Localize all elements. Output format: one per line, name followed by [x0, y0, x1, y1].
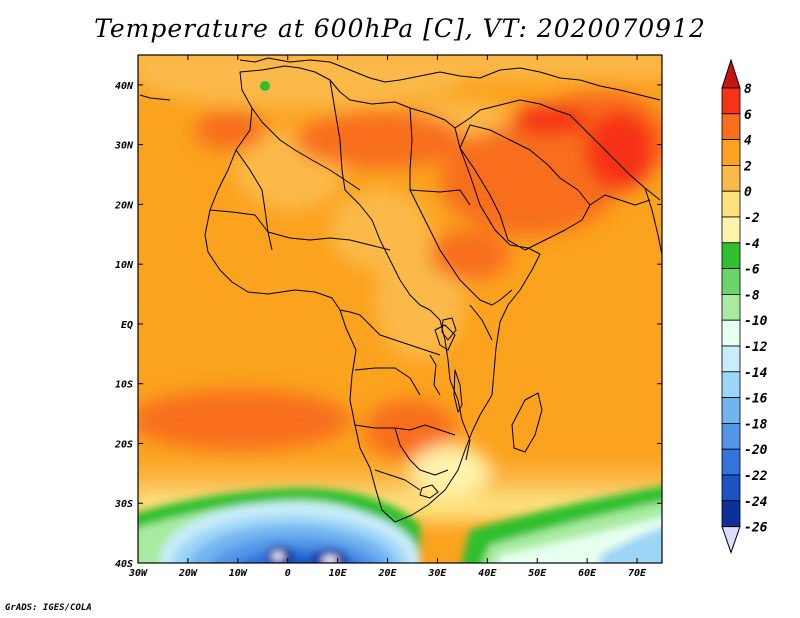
- colorbar-label: 6: [744, 108, 752, 123]
- colorbar-label: -4: [744, 237, 760, 252]
- lat-tick-label: 20S: [114, 439, 133, 450]
- lon-tick-label: 30W: [128, 568, 148, 579]
- colorbar: 8 6 4 2 0 -2 -4 -6 -8 -10 -12 -14 -16 -18 -20 -22 -24 -26: [721, 58, 768, 555]
- colorbar-segment: [721, 397, 741, 424]
- colorbar-segment: [721, 242, 741, 270]
- lon-tick-label: 70E: [628, 568, 647, 579]
- colorbar-segment: [721, 87, 741, 115]
- colorbar-label: -20: [744, 443, 768, 458]
- lat-tick-label: 20N: [114, 200, 134, 211]
- lat-tick-label: 40N: [115, 81, 134, 92]
- map-frame: [137, 54, 663, 564]
- colorbar-label: 4: [744, 134, 752, 149]
- credit-label: GrADS: IGES/COLA: [5, 603, 92, 613]
- colorbar-label: -22: [744, 469, 768, 484]
- colorbar-label: -12: [744, 340, 768, 355]
- colorbar-label: -14: [744, 366, 768, 381]
- lat-tick-label: EQ: [121, 320, 133, 331]
- temperature-field: [138, 55, 662, 563]
- colorbar-label: -24: [744, 495, 768, 510]
- colorbar-bottom-arrow: [721, 526, 741, 555]
- lon-tick-label: 50E: [528, 568, 547, 579]
- colorbar-segment: [721, 139, 741, 166]
- colorbar-label: 0: [744, 185, 752, 200]
- colorbar-segment: [721, 268, 741, 295]
- colorbar-label: -16: [744, 392, 768, 407]
- lon-tick-label: 10E: [329, 568, 348, 579]
- colorbar-segment: [721, 190, 741, 218]
- lon-tick-label: 40E: [478, 568, 497, 579]
- colorbar-segment: [721, 216, 741, 244]
- lon-tick-label: 30E: [427, 568, 447, 579]
- colorbar-segment: [721, 293, 741, 321]
- colorbar-label: 8: [744, 82, 752, 97]
- colorbar-segment: [721, 474, 741, 502]
- coastlines: [139, 57, 662, 523]
- colorbar-label: 2: [743, 159, 752, 174]
- lat-tick-label: 40S: [115, 559, 133, 570]
- colorbar-label: -6: [744, 263, 760, 278]
- colorbar-segment: [721, 319, 741, 347]
- lon-tick-label: 10W: [229, 568, 248, 579]
- colorbar-label: -8: [744, 288, 760, 303]
- colorbar-label: -26: [744, 521, 768, 536]
- colorbar-segment: [721, 422, 741, 450]
- colorbar-segment: [721, 448, 741, 476]
- lon-tick-label: 60E: [578, 568, 597, 579]
- colorbar-segment: [721, 345, 741, 373]
- lat-tick-label: 30N: [114, 141, 134, 152]
- colorbar-label: -2: [744, 211, 760, 226]
- colorbar-top-arrow: [721, 58, 741, 89]
- colorbar-label: -18: [744, 417, 768, 432]
- lon-tick-label: 20W: [178, 568, 198, 579]
- longitude-axis: 30W 20W 10W 0 10E 20E 30E 40E 50E 60E 70E: [128, 55, 647, 579]
- lat-tick-label: 10S: [115, 380, 133, 391]
- lon-tick-label: 0: [285, 568, 291, 579]
- colorbar-label: -10: [744, 314, 768, 329]
- colorbar-segment: [721, 371, 741, 398]
- latitude-axis: 40N 30N 20N 10N EQ 10S 20S 30S 40S: [114, 81, 662, 570]
- colorbar-segment: [721, 113, 741, 141]
- lon-tick-label: 20E: [377, 568, 397, 579]
- colorbar-segment: [721, 164, 741, 192]
- lat-tick-label: 10N: [115, 260, 134, 271]
- map-title: Temperature at 600hPa [C], VT: 202007091…: [94, 14, 706, 43]
- colorbar-segment: [721, 500, 741, 527]
- lat-tick-label: 30S: [114, 499, 133, 510]
